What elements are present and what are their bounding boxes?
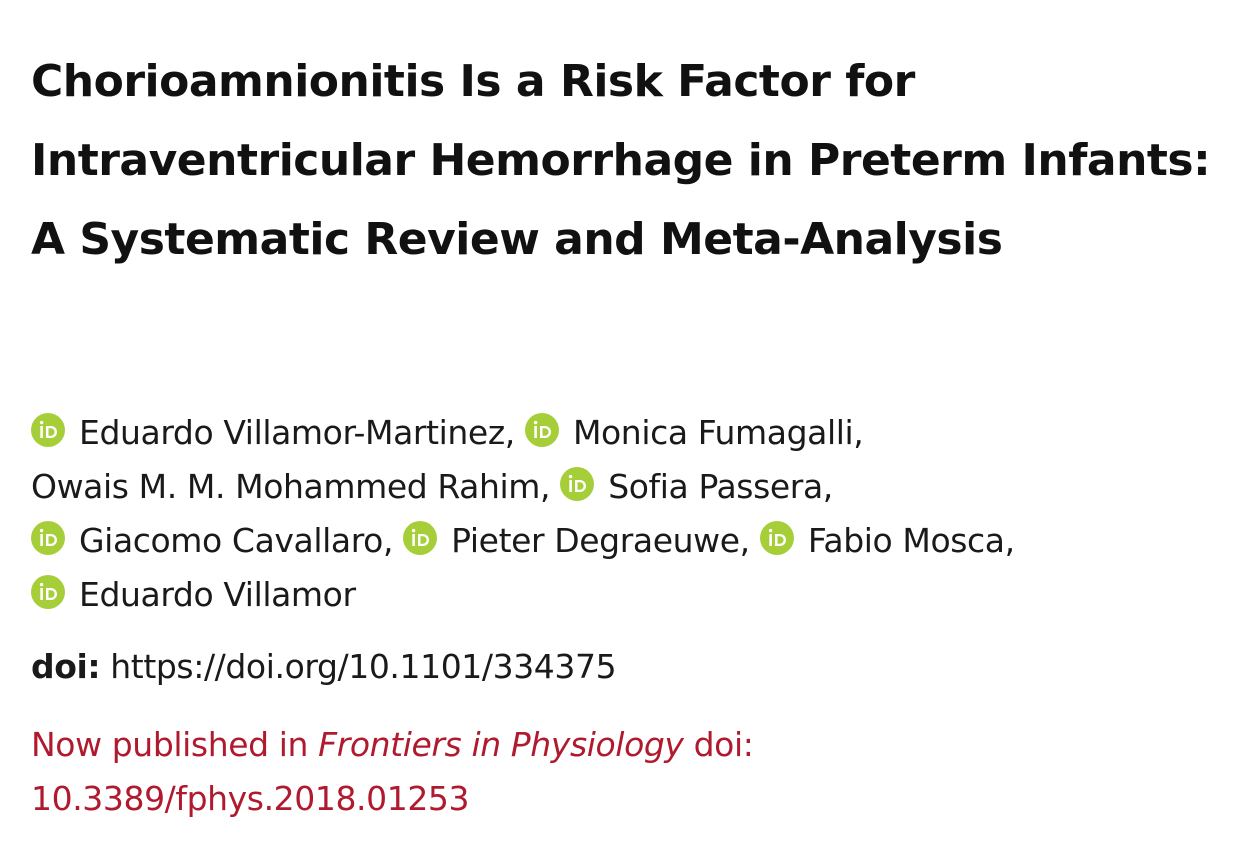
author-entry: Owais M. M. Mohammed Rahim, — [31, 467, 551, 506]
author-name[interactable]: Giacomo Cavallaro — [79, 521, 383, 560]
published-doi: doi: 10.3389/fphys.2018.01253 — [31, 725, 754, 818]
author-name[interactable]: Owais M. M. Mohammed Rahim — [31, 467, 541, 506]
author-separator: , — [540, 467, 551, 506]
author-separator: , — [1004, 521, 1015, 560]
orcid-icon[interactable] — [31, 521, 65, 555]
author-separator: , — [739, 521, 750, 560]
author-name[interactable]: Eduardo Villamor-Martinez — [79, 413, 505, 452]
author-name[interactable]: Sofia Passera — [608, 467, 823, 506]
published-prefix: Now published in — [31, 725, 319, 764]
orcid-icon[interactable] — [31, 413, 65, 447]
orcid-icon[interactable] — [560, 467, 595, 501]
author-list: Eduardo Villamor-Martinez, Monica Fumaga… — [31, 406, 1221, 622]
author-entry: Monica Fumagalli, — [524, 413, 864, 452]
author-entry: Giacomo Cavallaro, — [31, 521, 393, 560]
journal-name: Frontiers in Physiology — [318, 725, 684, 764]
orcid-icon[interactable] — [524, 413, 559, 447]
author-name[interactable]: Fabio Mosca — [807, 521, 1005, 560]
author-name[interactable]: Monica Fumagalli — [572, 413, 854, 452]
author-name[interactable]: Eduardo Villamor — [79, 575, 356, 614]
orcid-icon[interactable] — [403, 521, 438, 555]
author-entry: Fabio Mosca, — [759, 521, 1015, 560]
author-separator: , — [822, 467, 833, 506]
published-notice[interactable]: Now published in Frontiers in Physiology… — [31, 718, 851, 826]
author-entry: Eduardo Villamor — [31, 575, 356, 614]
doi-label: doi: — [31, 647, 101, 686]
orcid-icon[interactable] — [759, 521, 794, 555]
author-entry: Eduardo Villamor-Martinez, — [31, 413, 515, 452]
paper-title: Chorioamnionitis Is a Risk Factor for In… — [31, 56, 1211, 265]
author-separator: , — [504, 413, 515, 452]
author-separator: , — [853, 413, 864, 452]
author-name[interactable]: Pieter Degraeuwe — [451, 521, 740, 560]
author-separator: , — [382, 521, 394, 560]
doi-link[interactable]: https://doi.org/10.1101/334375 — [110, 647, 617, 686]
author-entry: Pieter Degraeuwe, — [403, 521, 750, 560]
author-entry: Sofia Passera, — [560, 467, 833, 506]
orcid-icon[interactable] — [31, 575, 65, 609]
doi-line: doi: https://doi.org/10.1101/334375 — [31, 640, 617, 694]
